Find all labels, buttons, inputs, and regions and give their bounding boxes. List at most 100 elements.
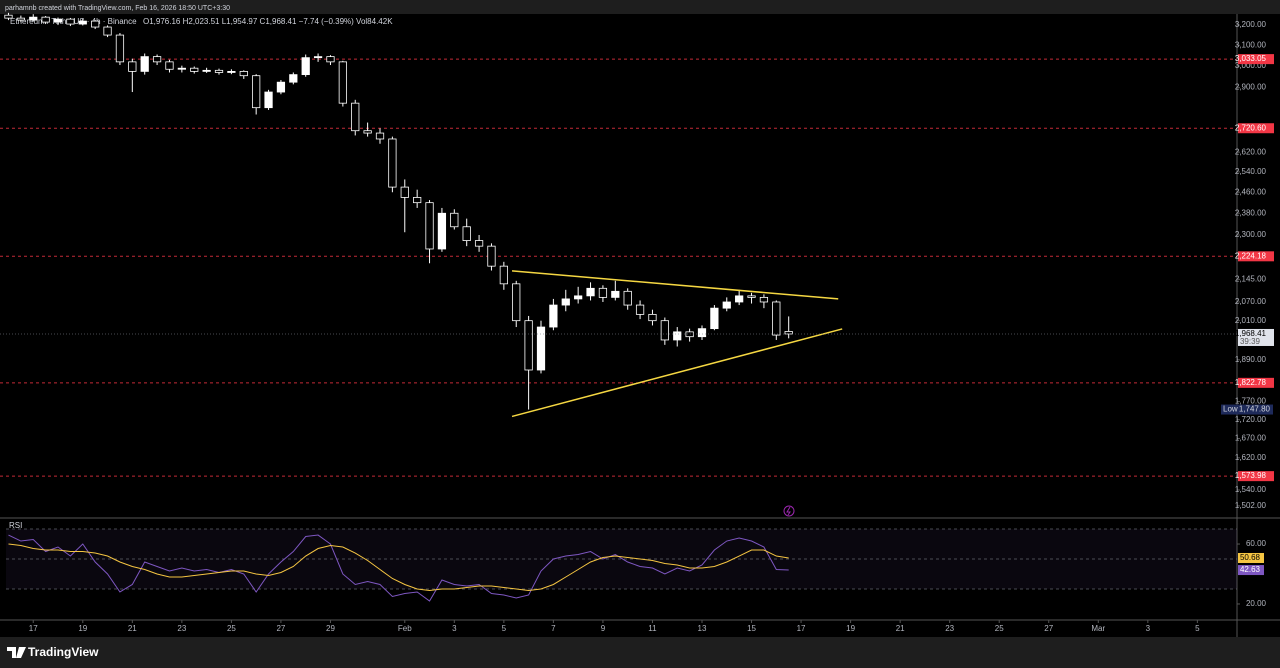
y-tick-label: 2,540.00 <box>1235 167 1267 176</box>
x-tick-label: 5 <box>502 624 507 633</box>
candle-body <box>413 197 422 204</box>
candle-body <box>388 138 397 188</box>
rsi-line <box>8 543 789 591</box>
candle-body <box>202 69 211 72</box>
candle-body <box>78 20 87 25</box>
credit: parhamnb created with TradingView.com, F… <box>5 5 230 12</box>
candle-body <box>177 67 186 70</box>
candle-body <box>351 102 360 132</box>
candle-body <box>784 331 793 335</box>
candle-body <box>722 301 731 309</box>
candle-body <box>66 18 75 25</box>
ohlc-readout: O1,976.16 H2,023.51 L1,954.97 C1,968.41 … <box>143 17 393 26</box>
candle-body <box>437 212 447 250</box>
candle-body <box>512 283 521 322</box>
candle-body <box>759 296 769 303</box>
candle-body <box>747 295 756 298</box>
candle-body <box>660 320 669 341</box>
trendline <box>511 328 843 418</box>
candle-body <box>4 14 13 19</box>
candle-body <box>252 75 261 109</box>
candle-body <box>276 81 286 93</box>
y-tick-label: 2,900.00 <box>1235 83 1267 92</box>
candle-body <box>165 61 174 70</box>
x-tick-label: 21 <box>896 624 905 633</box>
event-icon[interactable] <box>783 505 795 517</box>
y-tick-label: 2,010.00 <box>1235 316 1267 325</box>
candle-body <box>524 320 533 371</box>
y-tick-label: 3,100.00 <box>1235 40 1267 49</box>
x-tick-label: 23 <box>177 624 186 633</box>
y-tick-label: 1,770.00 <box>1235 397 1267 406</box>
candle-body <box>772 301 781 336</box>
level-label-box <box>1238 251 1274 262</box>
x-tick-label: 23 <box>945 624 954 633</box>
candle-body <box>561 298 570 306</box>
candle-body <box>326 56 335 63</box>
x-tick-label: 7 <box>551 624 556 633</box>
candle-body <box>623 290 632 306</box>
brand-logo <box>7 647 26 658</box>
candle-body <box>735 295 744 303</box>
level-label-box <box>1238 471 1274 482</box>
candle-body <box>152 56 162 63</box>
x-tick-label: 9 <box>601 624 606 633</box>
x-tick-label: 27 <box>276 624 285 633</box>
candle-body <box>41 16 50 23</box>
candle-body <box>338 61 347 104</box>
candle-body <box>462 226 471 241</box>
y-tick-label: 2,620.00 <box>1235 147 1267 156</box>
candle-body <box>103 26 112 36</box>
candle-body <box>574 295 583 300</box>
candle-body <box>499 265 508 285</box>
footer-bar <box>0 637 1280 668</box>
trendline <box>511 270 839 300</box>
candle-body <box>264 91 273 109</box>
candle-body <box>598 287 608 298</box>
rsi-value-box <box>1238 565 1264 576</box>
candle-body <box>16 17 25 21</box>
last-price-label: 1,968.41 <box>1235 329 1267 338</box>
candle-body <box>190 67 199 72</box>
x-tick-label: 5 <box>1195 624 1200 633</box>
y-tick-label: 2,300.00 <box>1235 230 1267 239</box>
x-tick-label: 17 <box>797 624 806 633</box>
x-tick-label: 3 <box>452 624 457 633</box>
level-label-box <box>1238 54 1274 65</box>
candle-body <box>586 287 595 297</box>
candle-body <box>536 326 546 371</box>
y-tick-label: 20.00 <box>1246 599 1267 608</box>
event-icon-bolt <box>786 506 791 516</box>
y-tick-label: 1,670.00 <box>1235 434 1267 443</box>
x-tick-label: Mar <box>1091 624 1105 633</box>
countdown: 39:39 <box>1240 337 1261 346</box>
rsi-line <box>8 534 789 602</box>
candle-body <box>400 186 409 198</box>
candle-body <box>301 57 310 76</box>
y-tick-label: 2,070.00 <box>1235 297 1267 306</box>
rsi-value-label: 42.63 <box>1240 565 1261 574</box>
y-tick-label: 2,145.00 <box>1235 274 1267 283</box>
low-box <box>1221 404 1273 415</box>
candle-body <box>474 240 484 247</box>
y-tick-label: 1,502.00 <box>1235 501 1267 510</box>
candle-body <box>648 313 657 322</box>
rsi-value-box <box>1238 552 1264 563</box>
rsi-title: RSI <box>9 521 22 530</box>
level-label: 1,822.78 <box>1235 378 1267 387</box>
x-tick-label: 21 <box>128 624 137 633</box>
level-label-box <box>1238 123 1274 134</box>
candle-body <box>375 132 385 140</box>
x-tick-label: 19 <box>78 624 87 633</box>
candle-body <box>289 74 298 83</box>
candle-body <box>549 304 558 328</box>
candle-body <box>635 304 645 315</box>
rsi-value-label: 50.68 <box>1240 553 1261 562</box>
candle-body <box>91 20 100 28</box>
x-tick-label: 25 <box>227 624 236 633</box>
level-label: 2,224.18 <box>1235 251 1267 260</box>
y-tick-label: 2,460.00 <box>1235 187 1267 196</box>
x-tick-label: 3 <box>1146 624 1151 633</box>
candle-body <box>425 202 434 250</box>
